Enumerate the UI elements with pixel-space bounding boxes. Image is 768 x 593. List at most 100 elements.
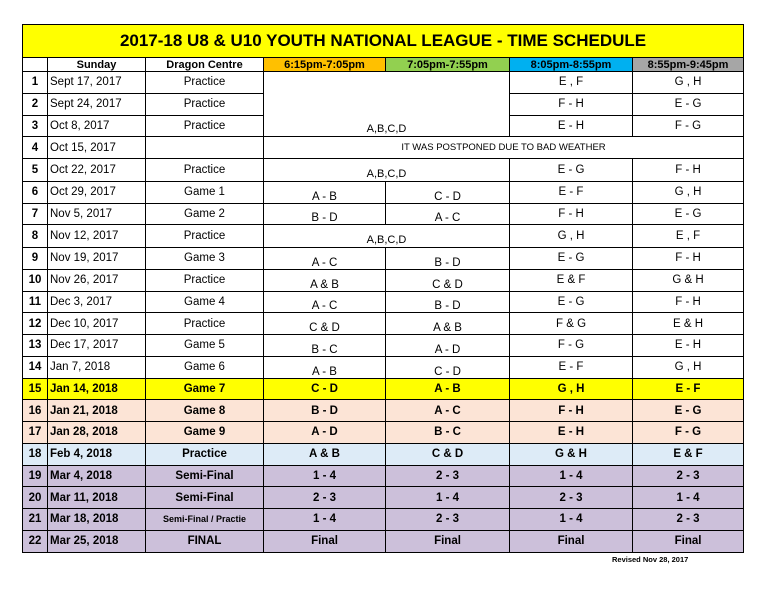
slot-1-cell: A - B — [263, 180, 386, 204]
row-date: Jan 28, 2018 — [47, 421, 146, 444]
slot-3-cell: E - G — [509, 158, 633, 182]
slot-4-cell: Final — [631, 529, 745, 553]
row-date: Dec 10, 2017 — [47, 312, 146, 335]
row-date: Nov 12, 2017 — [47, 224, 146, 248]
row-dragon-centre: Semi-Final — [145, 464, 264, 488]
row-dragon-centre: Practice — [145, 71, 264, 94]
slot-3-cell: E , F — [509, 71, 633, 94]
row-number: 9 — [22, 247, 48, 270]
row-date: Feb 4, 2018 — [47, 442, 146, 466]
slot-2-cell: C & D — [385, 268, 510, 292]
slot-4-cell: 2 - 3 — [631, 464, 745, 488]
slot-2-cell: 2 - 3 — [385, 508, 510, 531]
row-dragon-centre: Game 9 — [145, 421, 264, 444]
slot-3-cell: 1 - 4 — [509, 508, 633, 531]
row-date: Dec 17, 2017 — [47, 334, 146, 357]
row-number: 11 — [22, 290, 48, 314]
row-number: 3 — [22, 114, 48, 138]
row-date: Mar 4, 2018 — [47, 464, 146, 488]
row-number: 17 — [22, 421, 48, 444]
row-number: 18 — [22, 442, 48, 466]
row-dragon-centre: Practice — [145, 312, 264, 335]
slot-4-cell: F - H — [631, 247, 745, 270]
row-date: Sept 17, 2017 — [47, 71, 146, 94]
slot-4-cell: G & H — [631, 268, 745, 292]
row-dragon-centre: Game 6 — [145, 355, 264, 379]
row-date: Oct 8, 2017 — [47, 114, 146, 138]
slot-3-cell: E - H — [509, 421, 633, 444]
row-number: 20 — [22, 486, 48, 509]
revised-note: Revised Nov 28, 2017 — [612, 555, 689, 564]
slot-2-cell: B - C — [385, 421, 510, 444]
row-date: Dec 3, 2017 — [47, 290, 146, 314]
row-date: Mar 11, 2018 — [47, 486, 146, 509]
row-dragon-centre: Practice — [145, 442, 264, 466]
slot-2-cell: 1 - 4 — [385, 486, 510, 509]
row-dragon-centre: FINAL — [145, 529, 264, 553]
row-date: Mar 18, 2018 — [47, 508, 146, 531]
slot-3-cell: F - H — [509, 92, 633, 116]
slot-1-cell: C - D — [263, 377, 386, 401]
row-dragon-centre: Game 1 — [145, 180, 264, 204]
row-dragon-centre: Practice — [145, 224, 264, 248]
slot-2-cell: B - D — [385, 247, 510, 270]
slot-3-cell: F - G — [509, 334, 633, 357]
row-number: 5 — [22, 158, 48, 182]
row-number: 4 — [22, 136, 48, 159]
slot-1-cell: 2 - 3 — [263, 486, 386, 509]
slot-3-cell: F - H — [509, 202, 633, 226]
slot-4-cell: E - H — [631, 334, 745, 357]
row-number: 1 — [22, 71, 48, 94]
slot-1-cell: A - C — [263, 290, 386, 314]
slot-3-cell: E - F — [509, 180, 633, 204]
slot-3-cell: F & G — [509, 312, 633, 335]
row-dragon-centre: Semi-Final — [145, 486, 264, 509]
row-number: 13 — [22, 334, 48, 357]
row-date: Mar 25, 2018 — [47, 529, 146, 553]
row-date: Jan 14, 2018 — [47, 377, 146, 401]
slot-3-cell: E & F — [509, 268, 633, 292]
slot-3-cell: G , H — [509, 224, 633, 248]
slot-1-cell: B - C — [263, 334, 386, 357]
header-dragon-centre: Dragon Centre — [145, 57, 264, 72]
row-number: 8 — [22, 224, 48, 248]
slot-4-cell: F - H — [631, 290, 745, 314]
schedule-table: 2017-18 U8 & U10 YOUTH NATIONAL LEAGUE -… — [21, 24, 745, 553]
slot-1-cell: A & B — [263, 268, 386, 292]
slot-2-cell: A - C — [385, 399, 510, 422]
slot-1-cell: A - D — [263, 421, 386, 444]
row-number: 21 — [22, 508, 48, 531]
slot-2-cell: C - D — [385, 355, 510, 379]
row-number: 7 — [22, 202, 48, 226]
slot-3-cell: F - H — [509, 399, 633, 422]
slot-4-cell: E & F — [631, 442, 745, 466]
slot-3-cell: E - G — [509, 247, 633, 270]
merged-practice-abcd: A,B,C,D — [263, 224, 510, 248]
merged-practice-abcd: A,B,C,D — [263, 70, 510, 138]
row-dragon-centre: Game 3 — [145, 247, 264, 270]
row-dragon-centre: Practice — [145, 158, 264, 182]
row-dragon-centre: Game 8 — [145, 399, 264, 422]
slot-4-cell: E - G — [631, 202, 745, 226]
row-number: 6 — [22, 180, 48, 204]
slot-4-cell: E - G — [631, 92, 745, 116]
postponed-notice: IT WAS POSTPONED DUE TO BAD WEATHER — [262, 136, 745, 159]
slot-4-cell: G , H — [631, 180, 745, 204]
row-dragon-centre: Game 7 — [145, 377, 264, 401]
row-number: 22 — [22, 529, 48, 553]
slot-4-cell: G , H — [631, 355, 745, 379]
row-dragon-centre: Practice — [145, 268, 264, 292]
row-date: Nov 5, 2017 — [47, 202, 146, 226]
